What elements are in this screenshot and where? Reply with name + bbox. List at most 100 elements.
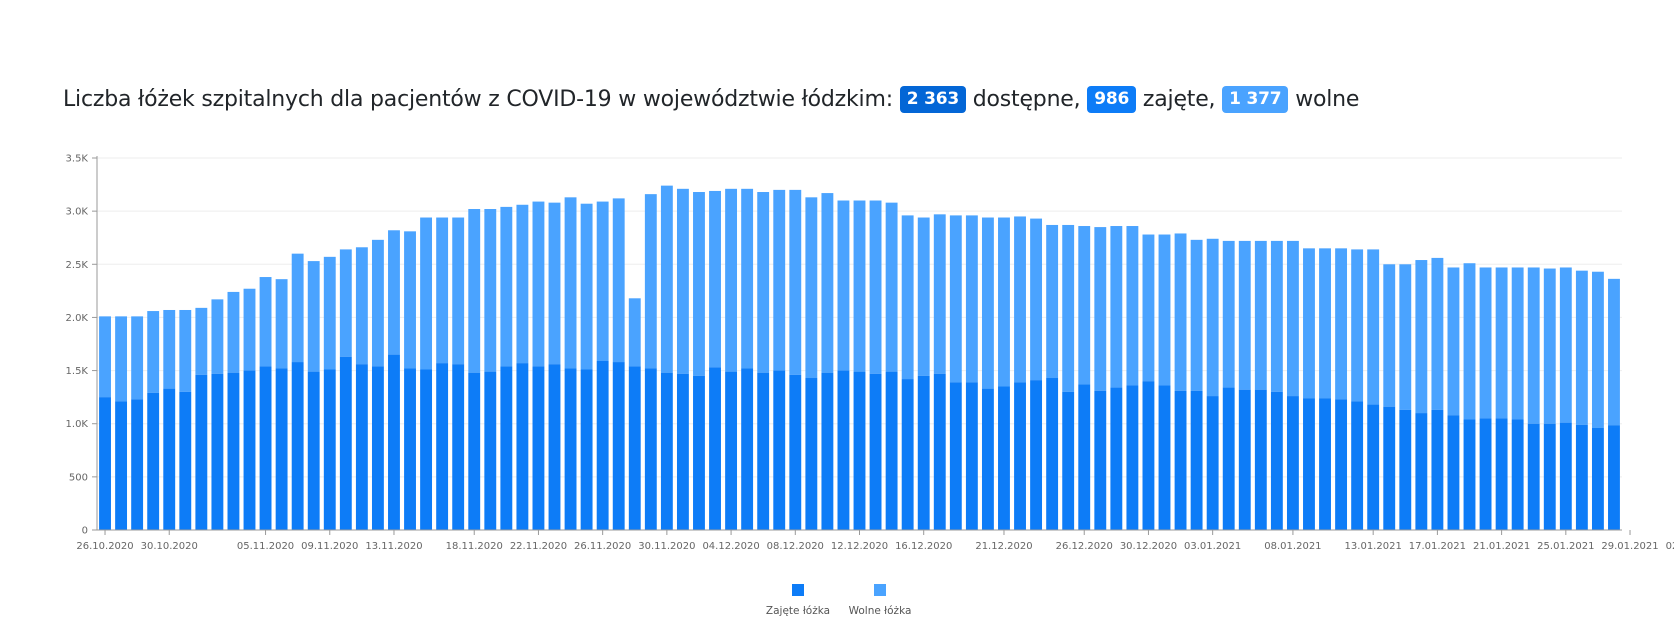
bar-free bbox=[1495, 267, 1508, 419]
bar-free bbox=[1575, 270, 1588, 425]
bar-occupied bbox=[179, 391, 192, 530]
bar-occupied bbox=[612, 362, 625, 530]
x-tick-label: 30.12.2020 bbox=[1120, 541, 1177, 552]
bar-occupied bbox=[1511, 419, 1524, 530]
bar-free bbox=[339, 249, 352, 357]
y-tick-label: 0 bbox=[82, 526, 88, 537]
bar-free bbox=[500, 206, 513, 367]
bar-occupied bbox=[869, 373, 882, 530]
free-badge: 1 377 bbox=[1222, 86, 1289, 113]
bar-free bbox=[998, 217, 1010, 387]
bar-occupied bbox=[371, 366, 384, 530]
bar-occupied bbox=[500, 366, 513, 530]
bar-occupied bbox=[1415, 413, 1428, 530]
legend-free-swatch bbox=[874, 584, 886, 596]
bar-free bbox=[965, 215, 978, 383]
bar-occupied bbox=[339, 356, 352, 530]
bar-occupied bbox=[676, 373, 689, 530]
bar-free bbox=[789, 189, 802, 375]
bar-free bbox=[371, 239, 384, 367]
bar-occupied bbox=[949, 382, 962, 530]
bar-free bbox=[355, 247, 368, 365]
bar-occupied bbox=[1591, 427, 1604, 530]
bar-free bbox=[275, 279, 288, 369]
bar-occupied bbox=[1238, 389, 1251, 530]
bar-free bbox=[388, 230, 400, 355]
bar-free bbox=[949, 215, 962, 383]
bar-free bbox=[1190, 239, 1203, 391]
bar-free bbox=[468, 209, 481, 373]
bar-free bbox=[307, 261, 320, 372]
bar-occupied bbox=[821, 372, 834, 530]
title-prefix: Liczba łóżek szpitalnych dla pacjentów z… bbox=[63, 87, 893, 112]
bar-occupied bbox=[660, 372, 673, 530]
bar-occupied bbox=[789, 374, 802, 530]
bar-occupied bbox=[1431, 409, 1444, 530]
x-tick-label: 30.11.2020 bbox=[638, 541, 695, 552]
bar-free bbox=[1174, 233, 1187, 391]
x-tick-label: 08.01.2021 bbox=[1264, 541, 1321, 552]
bar-occupied bbox=[1190, 390, 1203, 530]
bar-occupied bbox=[211, 373, 224, 530]
bar-occupied bbox=[1351, 401, 1364, 530]
x-tick-label: 16.12.2020 bbox=[895, 541, 952, 552]
bar-free bbox=[580, 203, 593, 370]
bar-free bbox=[1415, 260, 1428, 414]
bar-occupied bbox=[965, 382, 978, 530]
bar-free bbox=[693, 192, 705, 376]
x-tick-label: 02.02.2021 bbox=[1666, 541, 1674, 552]
bar-occupied bbox=[1335, 399, 1348, 530]
bar-occupied bbox=[1495, 418, 1508, 530]
bar-free bbox=[452, 217, 465, 365]
bar-free bbox=[821, 193, 834, 373]
bar-free bbox=[1254, 240, 1267, 390]
x-tick-label: 13.11.2020 bbox=[365, 541, 422, 552]
bar-occupied bbox=[757, 372, 770, 530]
bar-free bbox=[548, 202, 561, 365]
bar-free bbox=[1126, 226, 1139, 386]
bar-occupied bbox=[981, 388, 994, 530]
bar-free bbox=[853, 200, 866, 372]
bar-free bbox=[99, 316, 111, 398]
bar-occupied bbox=[1030, 380, 1043, 530]
bar-free bbox=[259, 277, 272, 367]
x-tick-label: 12.12.2020 bbox=[831, 541, 888, 552]
bar-free bbox=[1238, 240, 1251, 390]
bar-free bbox=[1431, 257, 1444, 410]
bar-free bbox=[1591, 271, 1604, 428]
bar-free bbox=[644, 194, 657, 369]
bar-free bbox=[1046, 224, 1059, 379]
bar-free bbox=[805, 197, 818, 379]
bar-occupied bbox=[1142, 381, 1155, 530]
bar-free bbox=[1062, 224, 1075, 392]
bar-occupied bbox=[1303, 398, 1315, 530]
bar-occupied bbox=[436, 363, 449, 530]
bar-free bbox=[1270, 240, 1283, 392]
x-tick-label: 17.01.2021 bbox=[1409, 541, 1466, 552]
bar-occupied bbox=[725, 371, 738, 530]
bar-occupied bbox=[1270, 391, 1283, 530]
bar-free bbox=[131, 316, 144, 400]
bar-free bbox=[612, 198, 625, 363]
bar-occupied bbox=[933, 373, 946, 530]
bar-occupied bbox=[1527, 423, 1540, 530]
bar-free bbox=[1463, 263, 1476, 420]
y-tick-label: 500 bbox=[69, 472, 88, 483]
bar-free bbox=[1094, 227, 1107, 391]
bar-occupied bbox=[1158, 385, 1171, 530]
bar-occupied bbox=[885, 371, 898, 530]
chart-title: Liczba łóżek szpitalnych dla pacjentów z… bbox=[63, 86, 1359, 113]
bar-occupied bbox=[693, 375, 705, 530]
bar-occupied bbox=[1078, 384, 1091, 530]
bar-occupied bbox=[452, 364, 465, 530]
bar-occupied bbox=[404, 368, 416, 530]
bar-occupied bbox=[1367, 404, 1380, 530]
x-tick-label: 04.12.2020 bbox=[702, 541, 759, 552]
bar-occupied bbox=[131, 399, 144, 530]
bar-free bbox=[1479, 267, 1492, 419]
bar-occupied bbox=[484, 371, 497, 530]
bar-free bbox=[837, 200, 850, 371]
bar-occupied bbox=[355, 364, 368, 530]
bar-free bbox=[1367, 249, 1380, 405]
